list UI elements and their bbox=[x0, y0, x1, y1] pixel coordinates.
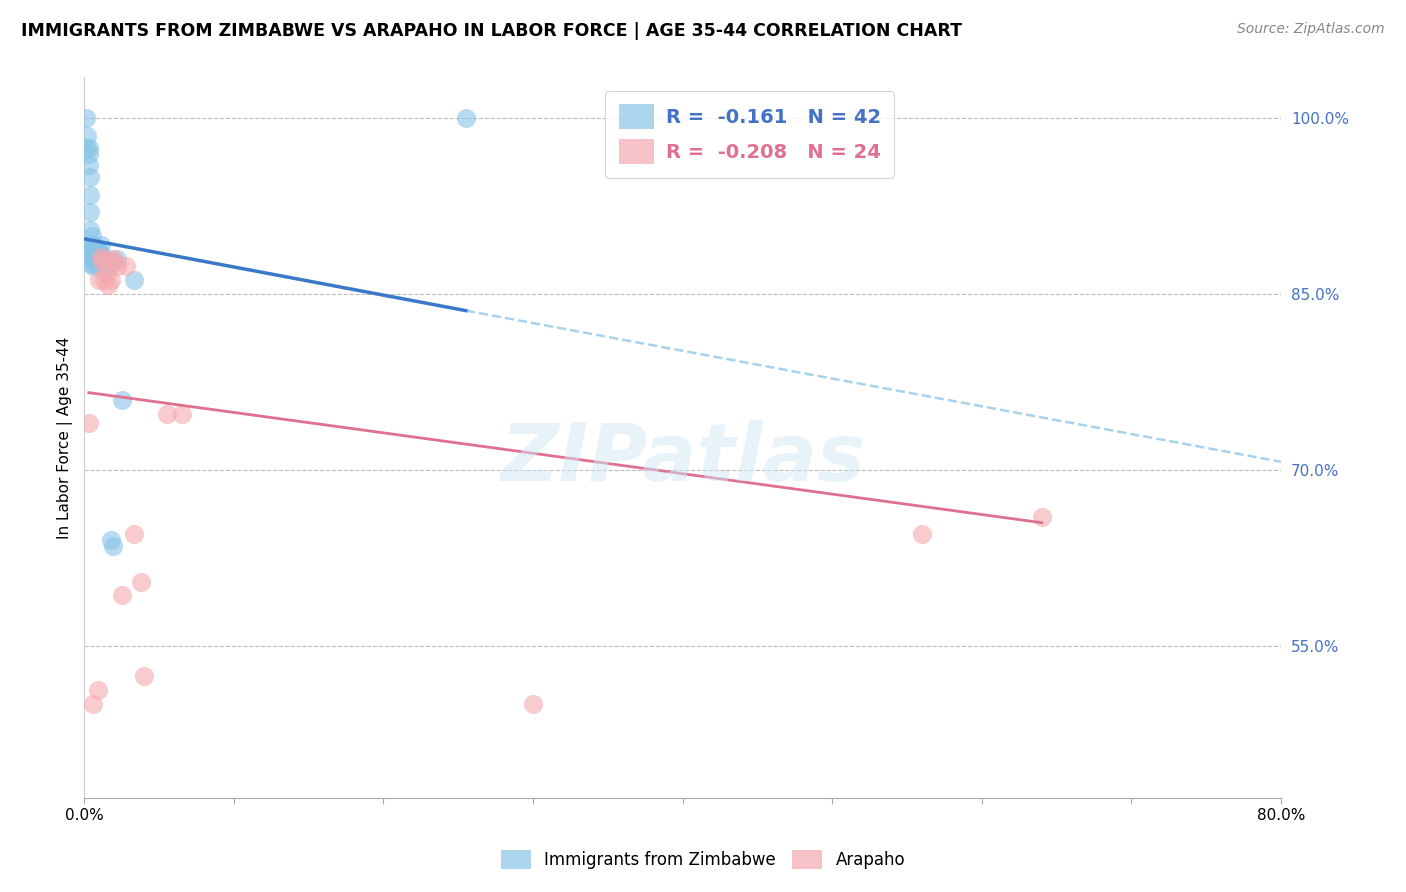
Text: ZIPatlas: ZIPatlas bbox=[501, 420, 865, 499]
Point bbox=[90, 250, 112, 264]
Point bbox=[115, 259, 138, 273]
Point bbox=[911, 527, 934, 541]
Point bbox=[100, 533, 122, 548]
Point bbox=[101, 539, 124, 553]
Point bbox=[155, 407, 177, 421]
Point bbox=[89, 251, 111, 265]
Point bbox=[79, 169, 101, 184]
Point bbox=[80, 244, 103, 258]
Point bbox=[97, 258, 120, 272]
Point bbox=[94, 259, 117, 273]
Point bbox=[96, 266, 118, 280]
Point bbox=[76, 141, 98, 155]
Point bbox=[111, 392, 134, 407]
Point bbox=[84, 243, 107, 257]
Point bbox=[83, 252, 105, 266]
Point bbox=[83, 246, 105, 260]
Point bbox=[122, 273, 145, 287]
Point bbox=[91, 254, 114, 268]
Point bbox=[134, 669, 156, 683]
Point bbox=[79, 187, 101, 202]
Point bbox=[84, 250, 107, 264]
Point bbox=[82, 238, 104, 252]
Point bbox=[100, 273, 122, 287]
Point bbox=[87, 243, 110, 257]
Text: IMMIGRANTS FROM ZIMBABWE VS ARAPAHO IN LABOR FORCE | AGE 35-44 CORRELATION CHART: IMMIGRANTS FROM ZIMBABWE VS ARAPAHO IN L… bbox=[21, 22, 962, 40]
Point bbox=[105, 252, 128, 266]
Y-axis label: In Labor Force | Age 35-44: In Labor Force | Age 35-44 bbox=[58, 336, 73, 539]
Point bbox=[97, 277, 120, 292]
Point bbox=[89, 244, 111, 258]
Point bbox=[82, 252, 104, 266]
Point bbox=[94, 254, 117, 268]
Point bbox=[83, 257, 105, 271]
Point bbox=[93, 254, 115, 268]
Point bbox=[1031, 509, 1053, 524]
Point bbox=[105, 259, 128, 273]
Point bbox=[522, 698, 544, 712]
Point bbox=[77, 141, 100, 155]
Point bbox=[96, 252, 118, 266]
Point bbox=[103, 254, 125, 268]
Text: Source: ZipAtlas.com: Source: ZipAtlas.com bbox=[1237, 22, 1385, 37]
Point bbox=[80, 250, 103, 264]
Point bbox=[79, 223, 101, 237]
Legend: Immigrants from Zimbabwe, Arapaho: Immigrants from Zimbabwe, Arapaho bbox=[491, 840, 915, 880]
Point bbox=[93, 273, 115, 287]
Point bbox=[87, 683, 110, 698]
Point bbox=[91, 250, 114, 264]
Point bbox=[82, 245, 104, 260]
Point bbox=[77, 158, 100, 172]
Point bbox=[87, 248, 110, 262]
Point bbox=[90, 238, 112, 252]
Point bbox=[129, 575, 152, 590]
Point bbox=[98, 258, 121, 272]
Point bbox=[75, 112, 97, 126]
Point bbox=[454, 112, 477, 126]
Point bbox=[83, 240, 105, 254]
Point bbox=[76, 128, 98, 143]
Point bbox=[170, 407, 193, 421]
Point bbox=[122, 527, 145, 541]
Point bbox=[89, 273, 111, 287]
Point bbox=[77, 416, 100, 430]
Point bbox=[82, 259, 104, 273]
Point bbox=[80, 228, 103, 243]
Point bbox=[101, 252, 124, 266]
Point bbox=[80, 257, 103, 271]
Legend: R =  -0.161   N = 42, R =  -0.208   N = 24: R = -0.161 N = 42, R = -0.208 N = 24 bbox=[606, 91, 894, 178]
Point bbox=[82, 698, 104, 712]
Point bbox=[79, 205, 101, 219]
Point bbox=[77, 146, 100, 161]
Point bbox=[80, 238, 103, 252]
Point bbox=[111, 588, 134, 602]
